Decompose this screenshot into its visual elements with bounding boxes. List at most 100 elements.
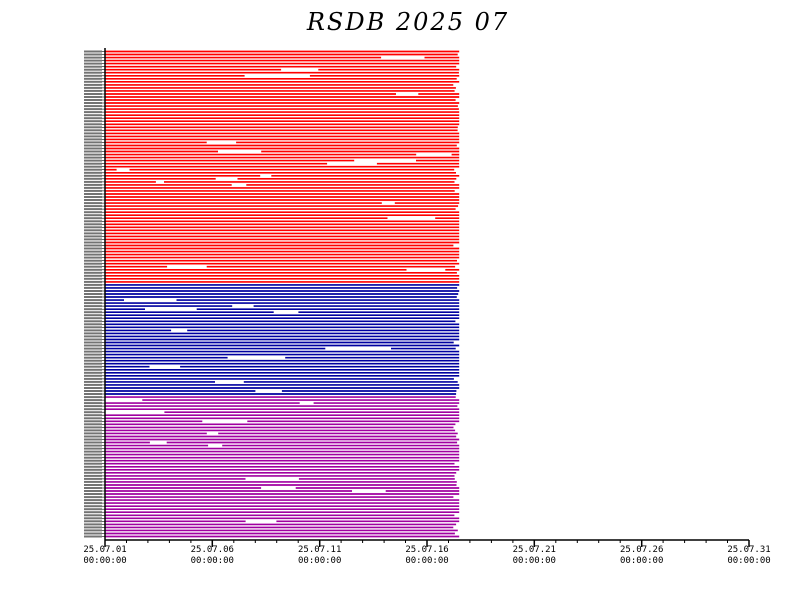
row-label-mark xyxy=(84,132,102,135)
row-label-mark xyxy=(84,484,102,486)
row-label-mark xyxy=(84,62,102,65)
row-label-mark xyxy=(84,326,102,329)
row-label-mark xyxy=(84,235,102,238)
row-label-mark xyxy=(84,526,102,529)
row-label-mark xyxy=(84,350,102,353)
row-label-mark xyxy=(84,496,102,499)
row-label-mark xyxy=(84,429,102,432)
row-label-mark xyxy=(84,189,102,192)
row-label-mark xyxy=(84,490,102,492)
row-label-mark xyxy=(84,362,102,365)
row-label-mark xyxy=(84,135,102,138)
row-label-mark xyxy=(84,456,102,459)
row-label-mark xyxy=(84,147,102,150)
row-label-mark xyxy=(84,387,102,389)
row-label-mark xyxy=(84,117,102,120)
x-tick-label: 25.07.16 xyxy=(405,545,448,555)
row-label-mark xyxy=(84,441,102,444)
row-label-mark xyxy=(84,202,102,205)
row-label-mark xyxy=(84,89,102,92)
row-label-mark xyxy=(84,499,102,502)
row-label-mark xyxy=(84,65,102,68)
row-label-mark xyxy=(84,186,102,189)
row-label-mark xyxy=(84,383,102,386)
row-label-mark xyxy=(84,380,102,383)
row-label-mark xyxy=(84,220,102,223)
row-label-mark xyxy=(84,165,102,168)
row-label-mark xyxy=(84,211,102,214)
row-label-mark xyxy=(84,247,102,250)
row-label-mark xyxy=(84,471,102,474)
row-label-mark xyxy=(84,102,102,104)
row-label-mark xyxy=(84,426,102,429)
x-tick-label-time: 00:00:00 xyxy=(405,556,448,566)
row-label-mark xyxy=(84,156,102,159)
row-label-mark xyxy=(84,520,102,523)
row-label-mark xyxy=(84,177,102,180)
row-label-mark xyxy=(84,299,102,302)
x-tick-label-time: 00:00:00 xyxy=(83,556,126,566)
row-label-mark xyxy=(84,508,102,511)
row-label-mark xyxy=(84,99,102,101)
row-label-mark xyxy=(84,256,102,259)
row-label-mark xyxy=(84,83,102,86)
row-label-mark xyxy=(84,53,102,56)
row-label-mark xyxy=(84,517,102,520)
row-label-mark xyxy=(84,374,102,377)
row-label-mark xyxy=(84,438,102,441)
row-label-mark xyxy=(84,532,102,535)
row-label-mark xyxy=(84,229,102,232)
row-label-mark xyxy=(84,244,102,247)
row-label-mark xyxy=(84,290,102,292)
row-label-mark xyxy=(84,129,102,132)
row-label-mark xyxy=(84,159,102,162)
row-label-mark xyxy=(84,71,102,74)
row-label-mark xyxy=(84,150,102,153)
row-label-mark xyxy=(84,335,102,338)
x-tick-label: 25.07.21 xyxy=(513,545,556,555)
row-label-mark xyxy=(84,302,102,305)
row-label-mark xyxy=(84,80,102,83)
row-label-mark xyxy=(84,320,102,323)
row-label-mark xyxy=(84,347,102,350)
row-label-mark xyxy=(84,196,102,198)
row-label-mark xyxy=(84,141,102,144)
row-label-mark xyxy=(84,493,102,495)
row-label-mark xyxy=(84,114,102,117)
row-label-mark xyxy=(84,341,102,344)
row-label-mark xyxy=(84,208,102,211)
row-label-mark xyxy=(84,399,102,402)
row-label-mark xyxy=(84,477,102,480)
row-label-mark xyxy=(84,238,102,241)
row-label-mark xyxy=(84,535,102,538)
row-label-mark xyxy=(84,74,102,77)
row-label-mark xyxy=(84,174,102,177)
row-label-mark xyxy=(84,468,102,471)
row-label-mark xyxy=(84,353,102,356)
row-label-mark xyxy=(84,68,102,71)
row-label-mark xyxy=(84,377,102,380)
row-label-mark xyxy=(84,241,102,244)
row-label-mark xyxy=(84,168,102,171)
row-label-mark xyxy=(84,453,102,456)
row-label-mark xyxy=(84,138,102,141)
row-label-mark xyxy=(84,271,102,274)
row-label-mark xyxy=(84,311,102,314)
row-label-mark xyxy=(84,323,102,326)
row-label-mark xyxy=(84,105,102,108)
row-label-mark xyxy=(84,217,102,220)
row-label-mark xyxy=(84,93,102,95)
row-label-mark xyxy=(84,402,102,405)
row-label-mark xyxy=(84,214,102,217)
row-label-mark xyxy=(84,314,102,317)
row-label-mark xyxy=(84,265,102,268)
row-label-mark xyxy=(84,474,102,477)
row-label-mark xyxy=(84,465,102,468)
row-label-mark xyxy=(84,405,102,408)
row-label-mark xyxy=(84,414,102,417)
row-label-mark xyxy=(84,50,102,53)
row-label-mark xyxy=(84,305,102,308)
row-label-mark xyxy=(84,193,102,195)
row-label-mark xyxy=(84,408,102,411)
